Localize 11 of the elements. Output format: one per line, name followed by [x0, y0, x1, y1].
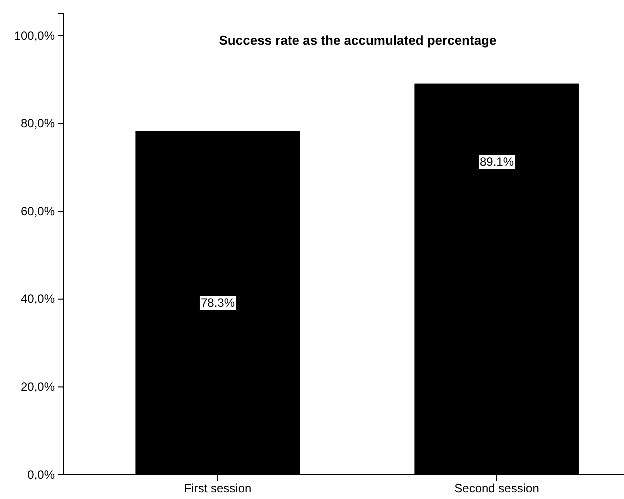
y-tick-label: 100,0% — [14, 28, 56, 43]
y-tick-label: 20,0% — [20, 380, 56, 394]
text: Success rate as the accumulated percentage — [219, 33, 497, 48]
y-tick-label: 0,0% — [28, 468, 56, 482]
x-tick-label: First session — [184, 482, 252, 496]
data-label: 89.1% — [480, 155, 514, 170]
y-tick-label: 60,0% — [20, 204, 56, 218]
y-tick-label: 80,0% — [20, 116, 56, 131]
data-label: 78.3% — [200, 296, 236, 310]
y-tick-label: 40,0% — [20, 292, 56, 306]
x-tick-label: Second session — [454, 482, 540, 496]
